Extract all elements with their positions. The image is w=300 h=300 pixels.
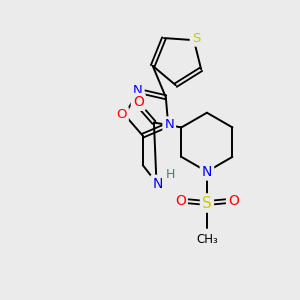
Text: O: O: [175, 194, 186, 208]
Text: S: S: [192, 32, 200, 45]
Text: CH₃: CH₃: [196, 233, 218, 246]
Text: N: N: [152, 177, 163, 191]
Text: O: O: [228, 194, 239, 208]
Text: H: H: [166, 168, 175, 182]
Text: N: N: [202, 165, 212, 178]
Text: O: O: [116, 108, 127, 121]
Text: S: S: [202, 196, 212, 211]
Text: N: N: [164, 118, 174, 131]
Text: O: O: [133, 95, 144, 109]
Text: N: N: [133, 83, 143, 97]
